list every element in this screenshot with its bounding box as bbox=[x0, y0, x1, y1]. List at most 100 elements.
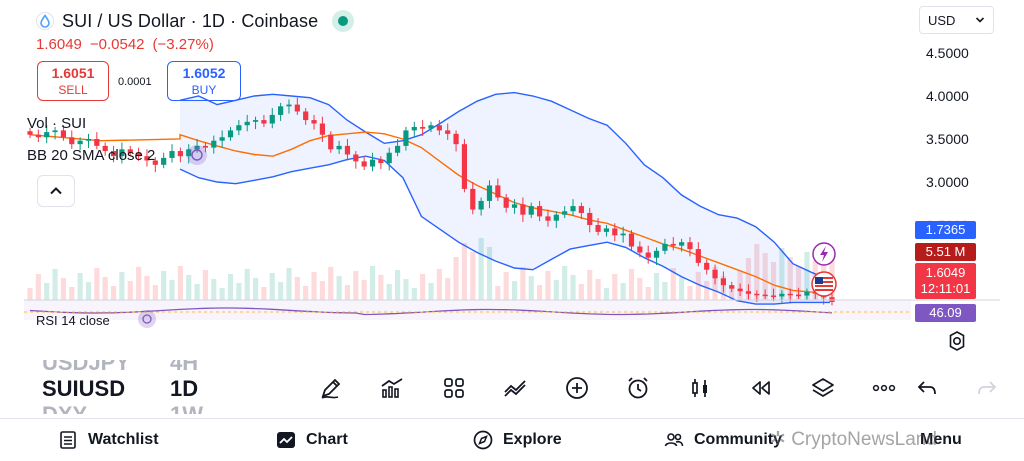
candle-body bbox=[227, 130, 234, 138]
volume-bar bbox=[420, 274, 426, 300]
undo-icon[interactable] bbox=[915, 376, 939, 400]
indicator-settings-icon[interactable] bbox=[187, 145, 207, 165]
lightning-alert-icon[interactable] bbox=[812, 242, 836, 266]
candle-body bbox=[303, 111, 309, 121]
volume-bar bbox=[386, 284, 392, 300]
volume-legend[interactable]: Vol · SUI bbox=[27, 115, 86, 132]
layouts-button[interactable] bbox=[423, 370, 485, 406]
us-flag-event-icon[interactable] bbox=[811, 271, 837, 297]
volume-bar bbox=[461, 243, 468, 300]
more-dots-icon bbox=[873, 384, 896, 392]
chart-title[interactable]: SUI / US Dollar · 1D · Coinbase bbox=[62, 10, 319, 31]
candle-body bbox=[653, 250, 660, 258]
volume-bar bbox=[695, 272, 701, 300]
candle-body bbox=[754, 293, 760, 296]
candle-body bbox=[420, 126, 426, 129]
collapse-legend-button[interactable] bbox=[37, 175, 75, 207]
candle-body bbox=[52, 130, 58, 133]
candle-body bbox=[336, 145, 342, 150]
alert-button[interactable] bbox=[608, 370, 670, 406]
nav-explore[interactable]: Explore bbox=[473, 430, 562, 450]
draw-tool-button[interactable] bbox=[300, 370, 362, 406]
candle-body bbox=[144, 156, 150, 161]
compare-button[interactable] bbox=[485, 370, 547, 406]
volume-bar bbox=[85, 282, 92, 300]
price-summary: 1.6049 −0.0542 (−3.27%) bbox=[36, 36, 214, 53]
indicators-button[interactable] bbox=[362, 370, 424, 406]
buy-price: 1.6052 bbox=[182, 65, 226, 81]
nav-watchlist[interactable]: Watchlist bbox=[58, 430, 159, 450]
redo-icon[interactable] bbox=[975, 376, 999, 400]
sell-button[interactable]: 1.6051 SELL bbox=[37, 61, 109, 101]
candle-body bbox=[311, 120, 317, 124]
watermark: ✲ CryptoNewsLand bbox=[770, 428, 937, 451]
rsi-legend-label[interactable]: RSI 14 close bbox=[36, 313, 110, 328]
candle-body bbox=[102, 145, 108, 152]
candle-body bbox=[161, 157, 167, 165]
candle-body bbox=[428, 125, 434, 129]
object-tree-button[interactable] bbox=[792, 370, 854, 406]
nav-community[interactable]: Community bbox=[664, 430, 782, 450]
candle-body bbox=[587, 212, 593, 225]
market-open-status-icon[interactable] bbox=[332, 10, 355, 32]
volume-bar bbox=[77, 273, 83, 300]
volume-bar bbox=[770, 262, 777, 300]
volume-bar bbox=[428, 283, 434, 300]
candle-body bbox=[94, 139, 100, 146]
candle-countdown: 12:11:01 bbox=[920, 281, 971, 296]
candle-body bbox=[344, 145, 351, 155]
candle-body bbox=[261, 120, 267, 124]
candle-body bbox=[453, 133, 459, 145]
current-interval[interactable]: 1D bbox=[170, 376, 199, 401]
rsi-settings-icon[interactable] bbox=[138, 310, 156, 328]
candle-body bbox=[27, 131, 33, 135]
chart-type-button[interactable] bbox=[669, 370, 731, 406]
volume-bar bbox=[60, 278, 67, 300]
pencil-icon bbox=[321, 378, 341, 399]
nav-chart-label: Chart bbox=[306, 431, 348, 448]
candle-body bbox=[545, 216, 551, 221]
nav-chart[interactable]: Chart bbox=[276, 430, 348, 450]
candle-body bbox=[378, 159, 384, 164]
volume-bar bbox=[804, 252, 810, 300]
next-interval[interactable]: 1W bbox=[170, 402, 203, 427]
prev-symbol[interactable]: USDJPY bbox=[42, 350, 131, 375]
candle-body bbox=[578, 206, 584, 213]
add-button[interactable] bbox=[546, 370, 608, 406]
candle-body bbox=[202, 145, 209, 148]
candle-body bbox=[495, 185, 501, 198]
volume-bar bbox=[244, 269, 250, 300]
candle-body bbox=[127, 149, 133, 153]
nav-explore-label: Explore bbox=[503, 431, 562, 448]
layers-icon bbox=[811, 378, 834, 397]
more-button[interactable] bbox=[854, 370, 916, 406]
volume-bar bbox=[303, 286, 309, 300]
bollinger-lower-line bbox=[179, 155, 830, 305]
candle-body bbox=[194, 145, 200, 150]
candle-body bbox=[520, 204, 526, 215]
candle-body bbox=[729, 285, 735, 289]
volume-bar bbox=[52, 269, 58, 300]
currency-select[interactable]: USD bbox=[919, 6, 994, 34]
candle-body bbox=[35, 134, 41, 138]
nav-menu[interactable]: Menu bbox=[920, 431, 962, 449]
replay-button[interactable] bbox=[731, 370, 793, 406]
gear-icon[interactable] bbox=[946, 330, 968, 352]
sell-price: 1.6051 bbox=[51, 65, 95, 81]
volume-bar bbox=[369, 266, 376, 300]
candle-body bbox=[612, 228, 618, 236]
prev-interval[interactable]: 4H bbox=[170, 350, 199, 375]
buy-button[interactable]: 1.6052 BUY bbox=[167, 61, 241, 101]
current-symbol[interactable]: SUIUSD bbox=[42, 376, 126, 401]
candle-body bbox=[737, 288, 743, 292]
candle-body bbox=[562, 211, 568, 215]
volume-bar bbox=[403, 279, 409, 300]
volume-bar bbox=[453, 257, 459, 300]
next-symbol[interactable]: DXY bbox=[42, 402, 88, 427]
volume-bar bbox=[545, 271, 551, 300]
rewind-icon bbox=[752, 381, 771, 395]
volume-bar bbox=[620, 283, 626, 300]
volume-bar bbox=[110, 286, 117, 300]
bb-legend[interactable]: BB 20 SMA close 2 bbox=[27, 147, 155, 164]
